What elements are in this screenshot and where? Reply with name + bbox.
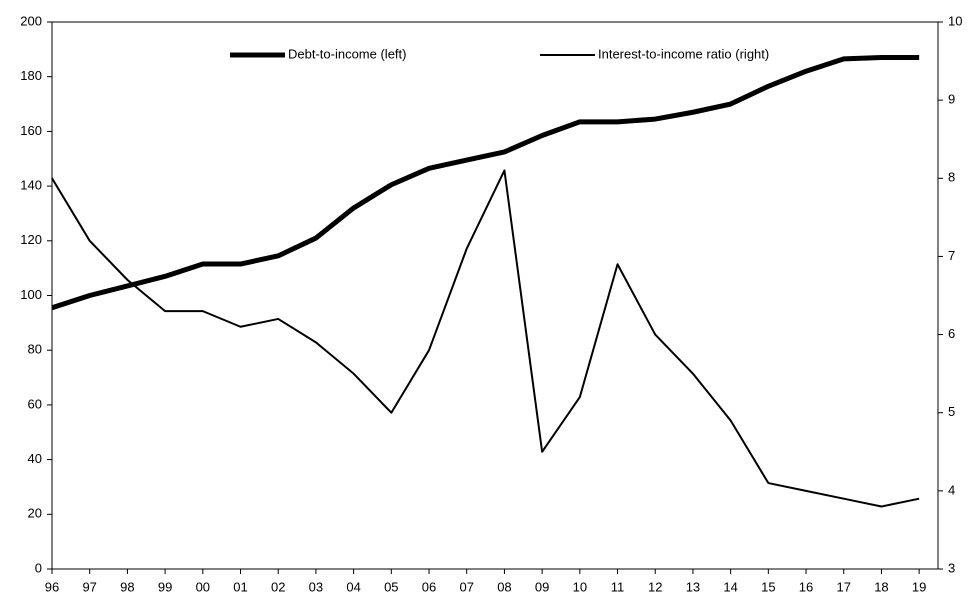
x-tick-label: 07 xyxy=(459,579,473,594)
x-tick-label: 99 xyxy=(158,579,172,594)
x-tick-label: 00 xyxy=(196,579,210,594)
y2-tick-label: 5 xyxy=(948,404,955,419)
x-tick-label: 12 xyxy=(648,579,662,594)
y2-tick-label: 6 xyxy=(948,326,955,341)
y2-tick-label: 9 xyxy=(948,92,955,107)
x-tick-label: 03 xyxy=(309,579,323,594)
x-tick-label: 13 xyxy=(686,579,700,594)
y-tick-label: 40 xyxy=(28,451,42,466)
y2-tick-label: 4 xyxy=(948,482,955,497)
x-tick-label: 96 xyxy=(45,579,59,594)
y-tick-label: 0 xyxy=(35,560,42,575)
x-tick-label: 08 xyxy=(497,579,511,594)
x-tick-label: 11 xyxy=(611,579,625,594)
x-tick-label: 17 xyxy=(837,579,851,594)
y2-tick-label: 8 xyxy=(948,170,955,185)
x-tick-label: 04 xyxy=(346,579,360,594)
x-tick-label: 98 xyxy=(120,579,134,594)
x-tick-label: 14 xyxy=(723,579,737,594)
y-tick-label: 100 xyxy=(20,287,42,302)
y-tick-label: 120 xyxy=(20,232,42,247)
x-tick-label: 97 xyxy=(82,579,96,594)
x-tick-label: 10 xyxy=(573,579,587,594)
y-tick-label: 140 xyxy=(20,178,42,193)
y-tick-label: 80 xyxy=(28,342,42,357)
plot-frame xyxy=(51,21,939,570)
x-tick-label: 01 xyxy=(233,579,247,594)
y2-tick-label: 3 xyxy=(948,560,955,575)
y2-tick-label: 10 xyxy=(948,13,962,28)
x-tick-label: 16 xyxy=(799,579,813,594)
x-tick-label: 06 xyxy=(422,579,436,594)
x-tick-label: 15 xyxy=(761,579,775,594)
y-tick-label: 20 xyxy=(28,506,42,521)
x-tick-label: 09 xyxy=(535,579,549,594)
legend-label: Interest-to-income ratio (right) xyxy=(598,46,769,61)
series-line xyxy=(51,55,920,311)
y-tick-label: 60 xyxy=(28,396,42,411)
x-tick-label: 02 xyxy=(271,579,285,594)
y-tick-label: 200 xyxy=(20,13,42,28)
series-line xyxy=(51,169,920,508)
x-tick-label: 18 xyxy=(874,579,888,594)
legend-label: Debt-to-income (left) xyxy=(288,46,406,61)
y-tick-label: 180 xyxy=(20,68,42,83)
y-tick-label: 160 xyxy=(20,123,42,138)
y2-tick-label: 7 xyxy=(948,248,955,263)
x-tick-label: 05 xyxy=(384,579,398,594)
x-tick-label: 19 xyxy=(912,579,926,594)
